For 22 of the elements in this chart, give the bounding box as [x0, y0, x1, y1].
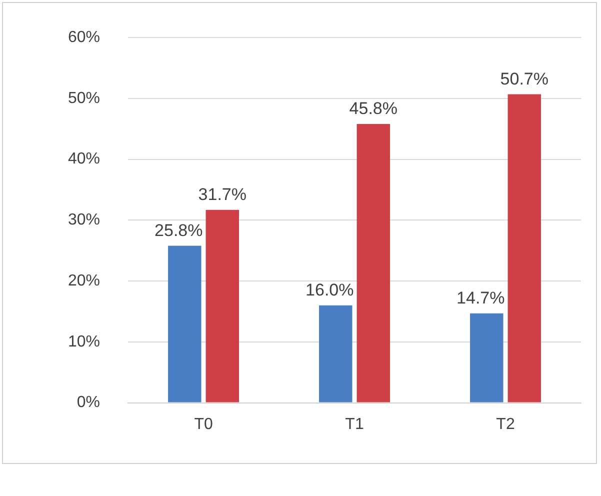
bar [508, 94, 541, 402]
bar [470, 313, 504, 402]
bar [356, 124, 390, 402]
y-tick-label: 60% [68, 29, 100, 46]
x-tick-label: T1 [345, 416, 364, 433]
bar [168, 246, 202, 402]
data-label: 16.0% [306, 280, 354, 300]
bar [206, 210, 240, 402]
x-tick-label: T2 [496, 416, 515, 433]
y-tick-label: 50% [68, 90, 100, 107]
data-label: 25.8% [154, 220, 203, 240]
data-label: 31.7% [198, 185, 246, 204]
y-tick-label: 20% [68, 272, 100, 290]
data-label: 50.7% [500, 69, 548, 88]
data-label: 45.8% [349, 99, 398, 118]
bar [319, 305, 352, 402]
y-tick-label: 40% [68, 150, 100, 168]
y-tick-label: 10% [68, 333, 100, 350]
y-tick-label: 0% [76, 394, 100, 412]
data-label: 14.7% [456, 288, 505, 308]
y-tick-label: 30% [68, 212, 100, 229]
x-tick-label: T0 [194, 416, 213, 433]
